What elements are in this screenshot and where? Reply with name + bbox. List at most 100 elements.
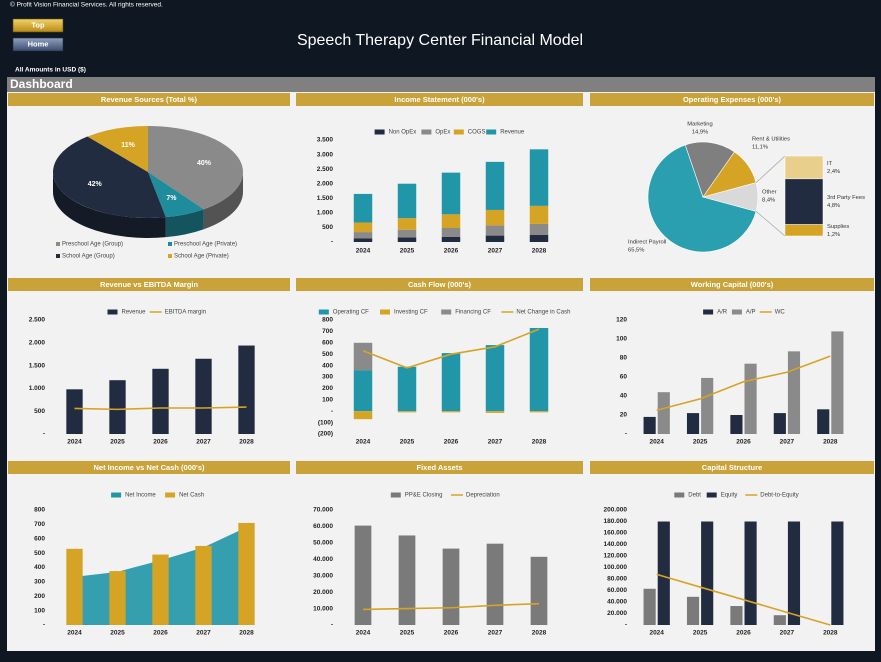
panel-header xyxy=(296,278,583,291)
line xyxy=(74,406,247,411)
x-tick-label: 2025 xyxy=(110,630,125,637)
bar xyxy=(643,416,656,434)
legend-label: Equity xyxy=(721,493,738,499)
y-tick-label: 20 xyxy=(620,412,628,419)
breakdown-bar xyxy=(784,155,824,180)
breakdown-value-label: 2,4% xyxy=(827,169,840,175)
y-tick-label: 200.000 xyxy=(604,507,628,514)
pie-category-label: Rent & Utilities xyxy=(752,137,790,143)
bar xyxy=(441,172,461,215)
y-tick-label: 50.000 xyxy=(313,540,333,547)
legend-swatch xyxy=(390,492,401,498)
y-tick-label: 300 xyxy=(322,374,333,381)
bar xyxy=(353,222,373,233)
panel-header xyxy=(296,461,583,474)
legend-label: PP&E Closing xyxy=(405,493,443,499)
pie-slice xyxy=(684,141,735,198)
y-tick-label: 120.000 xyxy=(604,553,628,560)
bar xyxy=(529,205,549,224)
bar xyxy=(353,342,373,371)
x-tick-label: 2025 xyxy=(110,439,125,446)
bar xyxy=(686,596,700,625)
home-button[interactable] xyxy=(12,37,64,52)
breakdown-category-label: Supplies xyxy=(827,224,849,230)
legend-swatch xyxy=(107,309,118,315)
x-tick-label: 2024 xyxy=(356,630,371,637)
y-tick-label: 80 xyxy=(620,355,628,362)
panel-title: Net Income vs Net Cash (000's) xyxy=(94,463,205,472)
bar xyxy=(744,521,757,625)
bar xyxy=(485,161,505,210)
top-button-label[interactable]: Top xyxy=(31,20,45,29)
top-button[interactable] xyxy=(12,18,64,33)
x-tick-label: 2024 xyxy=(649,439,664,446)
pie-side xyxy=(203,172,243,230)
panel-title: Income Statement (000's) xyxy=(394,95,485,104)
bar xyxy=(744,363,757,434)
panel-header xyxy=(590,93,874,106)
bar xyxy=(441,228,461,237)
legend-swatch xyxy=(441,309,452,315)
legend-label: Debt-to-Equity xyxy=(760,493,798,499)
home-button-label[interactable]: Home xyxy=(28,39,49,48)
bar xyxy=(442,548,460,625)
bar xyxy=(353,238,373,242)
y-tick-label: - xyxy=(625,622,627,629)
bar xyxy=(529,327,549,412)
y-tick-label: 500 xyxy=(322,224,333,231)
y-tick-label: - xyxy=(331,408,333,415)
legend-label: EBITDA margin xyxy=(165,310,206,316)
legend-label: Preschool Age (Private) xyxy=(174,242,237,248)
y-tick-label: 2.000 xyxy=(317,180,334,187)
line xyxy=(362,328,540,369)
x-tick-label: 2025 xyxy=(693,630,708,637)
bar xyxy=(397,411,417,413)
legend-swatch xyxy=(674,492,685,498)
bar xyxy=(441,236,461,242)
legend-label: Financing CF xyxy=(455,310,491,316)
x-tick-label: 2027 xyxy=(780,630,795,637)
y-tick-label: 40.000 xyxy=(607,599,627,606)
bar xyxy=(354,525,372,625)
line xyxy=(656,573,831,626)
y-tick-label: - xyxy=(43,431,45,438)
legend-label: Revenue xyxy=(500,130,525,136)
y-tick-label: 300 xyxy=(34,579,45,586)
bar xyxy=(441,214,461,229)
y-tick-label: - xyxy=(625,431,627,438)
pie-value-label: 8,4% xyxy=(762,198,775,204)
y-tick-label: 600 xyxy=(322,340,333,347)
bar xyxy=(152,368,169,434)
x-tick-label: 2024 xyxy=(356,248,371,255)
bar xyxy=(398,535,416,625)
y-tick-label: 10.000 xyxy=(313,605,333,612)
y-tick-label: 40 xyxy=(620,393,628,400)
panel-title: Revenue vs EBITDA Margin xyxy=(100,280,198,289)
bar xyxy=(730,415,743,434)
pie-slice xyxy=(53,136,166,218)
bar xyxy=(817,409,830,434)
legend-label: Net Income xyxy=(125,493,156,499)
legend-label: OpEx xyxy=(435,130,450,136)
pie-category-label: Indirect Payroll xyxy=(628,240,666,246)
x-tick-label: 2028 xyxy=(823,630,838,637)
legend-label: Preschool Age (Group) xyxy=(62,242,123,248)
y-tick-label: 400 xyxy=(34,564,45,571)
connector xyxy=(755,155,786,183)
y-tick-label: 20.000 xyxy=(313,589,333,596)
pie-slice xyxy=(87,126,148,172)
x-tick-label: 2025 xyxy=(400,248,415,255)
bar xyxy=(730,606,743,625)
y-tick-label: 100 xyxy=(616,336,627,343)
pie-slice xyxy=(701,182,759,212)
bar xyxy=(686,413,700,434)
pie-category-label: Other xyxy=(762,190,777,196)
y-tick-label: 120 xyxy=(616,317,627,324)
x-tick-label: 2027 xyxy=(780,439,795,446)
x-tick-label: 2024 xyxy=(67,439,82,446)
bar xyxy=(485,235,505,242)
bar xyxy=(485,225,505,236)
bar xyxy=(109,571,126,625)
bar xyxy=(701,521,714,625)
panel-title: Fixed Assets xyxy=(417,463,463,472)
